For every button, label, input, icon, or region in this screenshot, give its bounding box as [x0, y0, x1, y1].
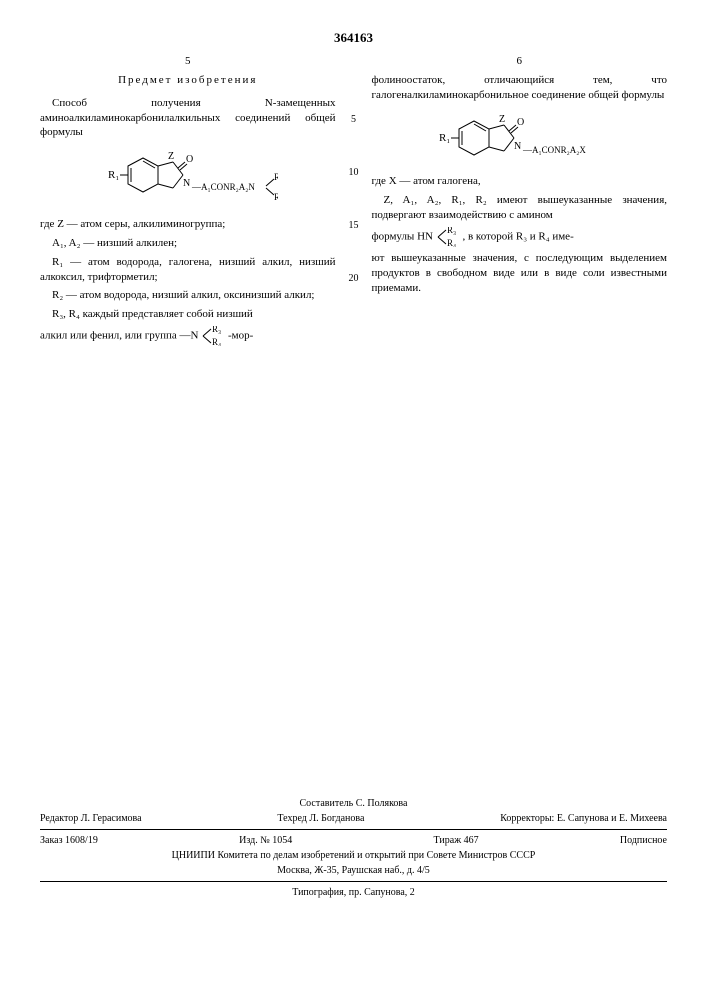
- right-p3c: , в которой R₃ и R₄ име-: [462, 230, 573, 242]
- document-number: 364163: [40, 30, 667, 46]
- right-para-3b: формулы HN R₃ R₄ , в которой R₃ и R₄ име…: [372, 227, 668, 247]
- line-number-gutter: 5 10 15 20: [346, 54, 362, 350]
- left-r3r4: R₃, R₄ каждый представляет собой низший: [40, 307, 336, 322]
- address: Москва, Ж-35, Раушская наб., д. 4/5: [40, 863, 667, 878]
- right-p3b: формулы HN: [372, 230, 433, 242]
- svg-text:R₄: R₄: [212, 337, 221, 346]
- left-page-number: 5: [40, 54, 336, 69]
- formula-r1-label: R₁: [108, 169, 119, 181]
- svg-text:N: N: [183, 178, 190, 189]
- svg-text:—A₁CONR₂A₂N: —A₁CONR₂A₂N: [191, 182, 255, 192]
- svg-text:R₁: R₁: [439, 132, 450, 144]
- left-where-z: где Z — атом серы, алкилиминогруппа;: [40, 217, 336, 232]
- svg-text:Z: Z: [168, 151, 174, 162]
- left-structural-formula: Z O R₁ N —A₁CONR₂A₂N R₃ R₄: [40, 146, 336, 211]
- svg-text:R₄: R₄: [274, 192, 278, 202]
- left-alkyl-phenyl: алкил или фенил, или группа —N R₃ R₄ -мо…: [40, 326, 336, 346]
- right-para-1: фолиноостаток, отличающийся тем, что гал…: [372, 73, 668, 103]
- right-page-number: 6: [372, 54, 668, 69]
- svg-text:N: N: [514, 141, 521, 152]
- typography: Типография, пр. Сапунова, 2: [40, 885, 667, 900]
- svg-text:Z: Z: [499, 114, 505, 125]
- svg-text:R₃: R₃: [212, 326, 221, 334]
- gutter-5: 5: [346, 114, 362, 125]
- invention-subject-heading: Предмет изобретения: [40, 73, 336, 88]
- gutter-20: 20: [346, 273, 362, 284]
- edition-number: Изд. № 1054: [239, 835, 292, 846]
- left-a1a2: A₁, A₂ — низший алкилен;: [40, 236, 336, 251]
- imprint-footer: Составитель С. Полякова Редактор Л. Гера…: [40, 796, 667, 900]
- left-p7b: -мор-: [228, 330, 253, 342]
- tech-editor: Техред Л. Богданова: [277, 813, 364, 824]
- gutter-10: 10: [346, 167, 362, 178]
- hn-branch-icon: R₃ R₄: [436, 227, 460, 247]
- n-branch-icon: R₃ R₄: [201, 326, 225, 346]
- left-para-1: Способ получения N-замещенных аминоалкил…: [40, 96, 336, 141]
- svg-text:R₃: R₃: [447, 227, 456, 235]
- left-column: 5 Предмет изобретения Способ получения N…: [40, 54, 336, 350]
- editor: Редактор Л. Герасимова: [40, 813, 142, 824]
- order-number: Заказ 1608/19: [40, 835, 98, 846]
- svg-text:O: O: [186, 154, 193, 165]
- print-run: Тираж 467: [434, 835, 479, 846]
- compiler-line: Составитель С. Полякова: [40, 796, 667, 811]
- two-column-layout: 5 Предмет изобретения Способ получения N…: [40, 54, 667, 350]
- correctors: Корректоры: Е. Сапунова и Е. Михеева: [500, 813, 667, 824]
- right-structural-formula: Z O R₁ N —A₁CONR₂A₂X: [372, 109, 668, 169]
- right-para-3a: Z, A₁, A₂, R₁, R₂ имеют вышеуказанные зн…: [372, 193, 668, 223]
- organization: ЦНИИПИ Комитета по делам изобретений и о…: [40, 848, 667, 863]
- left-r1: R₁ — атом водорода, галогена, низший алк…: [40, 255, 336, 285]
- left-p7a: алкил или фенил, или группа —N: [40, 330, 198, 342]
- right-column: 6 фолиноостаток, отличающийся тем, что г…: [372, 54, 668, 350]
- gutter-15: 15: [346, 220, 362, 231]
- svg-text:—A₁CONR₂A₂X: —A₁CONR₂A₂X: [522, 145, 586, 155]
- subscription: Подписное: [620, 835, 667, 846]
- left-r2: R₂ — атом водорода, низший алкил, оксини…: [40, 288, 336, 303]
- svg-text:R₄: R₄: [447, 238, 456, 247]
- right-para-4: ют вышеуказанные значения, с последующим…: [372, 251, 668, 296]
- svg-text:R₃: R₃: [274, 172, 278, 182]
- svg-text:O: O: [517, 117, 524, 128]
- right-where-x: где X — атом галогена,: [372, 174, 668, 189]
